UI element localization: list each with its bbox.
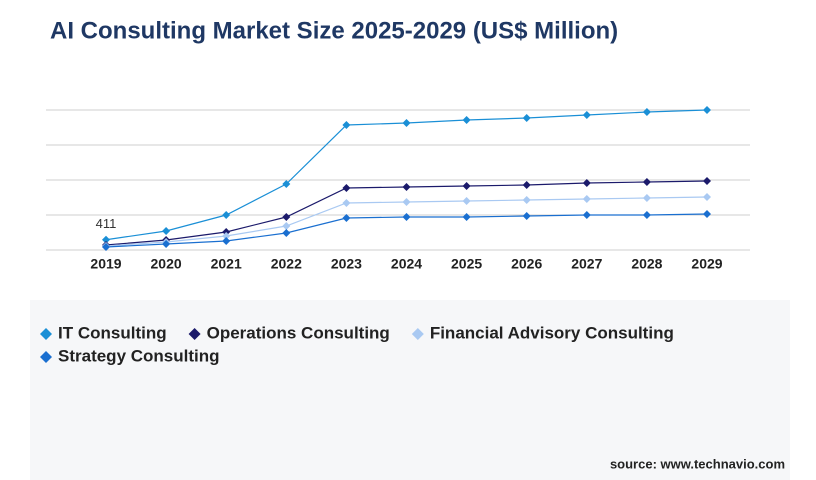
data-point bbox=[522, 196, 531, 204]
x-tick-label: 2021 bbox=[211, 256, 242, 272]
data-point bbox=[402, 198, 411, 206]
data-point bbox=[703, 106, 711, 114]
data-point bbox=[402, 119, 411, 127]
source: source: www.technavio.com bbox=[610, 456, 785, 471]
data-point bbox=[402, 213, 411, 221]
data-point bbox=[642, 211, 651, 219]
data-point bbox=[522, 181, 531, 189]
data-point bbox=[462, 197, 471, 205]
data-point bbox=[282, 222, 291, 230]
data-point bbox=[703, 193, 711, 201]
data-point bbox=[642, 108, 651, 116]
data-point bbox=[582, 111, 591, 119]
data-point bbox=[582, 195, 591, 203]
legend-marker bbox=[40, 328, 52, 340]
data-point bbox=[342, 184, 351, 192]
data-point bbox=[582, 179, 591, 187]
data-point bbox=[222, 211, 231, 219]
data-point bbox=[462, 213, 471, 221]
legend-marker bbox=[40, 351, 52, 363]
legend-label: IT Consulting bbox=[58, 323, 167, 342]
x-tick-label: 2028 bbox=[631, 256, 662, 272]
data-point bbox=[642, 178, 651, 186]
x-tick-label: 2022 bbox=[271, 256, 302, 272]
data-point bbox=[162, 240, 171, 248]
x-tick-label: 2026 bbox=[511, 256, 542, 272]
data-point bbox=[282, 180, 291, 188]
data-point bbox=[522, 212, 531, 220]
legend-marker bbox=[188, 328, 201, 340]
chart-title: AI Consulting Market Size 2025-2029 (US$… bbox=[50, 17, 618, 44]
legend-label: Strategy Consulting bbox=[58, 346, 220, 365]
data-point bbox=[703, 177, 711, 185]
legend-label: Financial Advisory Consulting bbox=[430, 323, 674, 342]
data-point bbox=[522, 114, 531, 122]
data-point bbox=[342, 214, 351, 222]
data-point bbox=[703, 210, 711, 218]
x-tick-label: 2027 bbox=[571, 256, 602, 272]
data-point bbox=[282, 213, 291, 221]
data-point bbox=[222, 237, 231, 245]
legend-marker bbox=[411, 328, 424, 340]
data-point bbox=[222, 232, 231, 240]
data-point bbox=[162, 227, 171, 235]
data-point bbox=[462, 116, 471, 124]
data-point bbox=[582, 211, 591, 219]
data-point bbox=[102, 235, 110, 244]
x-tick-label: 2024 bbox=[391, 256, 422, 272]
data-point bbox=[462, 182, 471, 190]
legend-label: Operations Consulting bbox=[207, 323, 390, 342]
data-point bbox=[402, 183, 411, 191]
x-tick-label: 2020 bbox=[151, 256, 182, 272]
data-point bbox=[642, 194, 651, 202]
data-point bbox=[342, 199, 351, 207]
x-tick-label: 2023 bbox=[331, 256, 362, 272]
data-point bbox=[282, 229, 291, 237]
x-tick-label: 2029 bbox=[691, 256, 722, 272]
data-point bbox=[102, 243, 110, 251]
x-tick-label: 2025 bbox=[451, 256, 482, 272]
data-point bbox=[342, 121, 351, 129]
legend-panel bbox=[30, 300, 790, 480]
x-tick-label: 2019 bbox=[90, 256, 121, 272]
data-label: 411 bbox=[96, 216, 117, 231]
